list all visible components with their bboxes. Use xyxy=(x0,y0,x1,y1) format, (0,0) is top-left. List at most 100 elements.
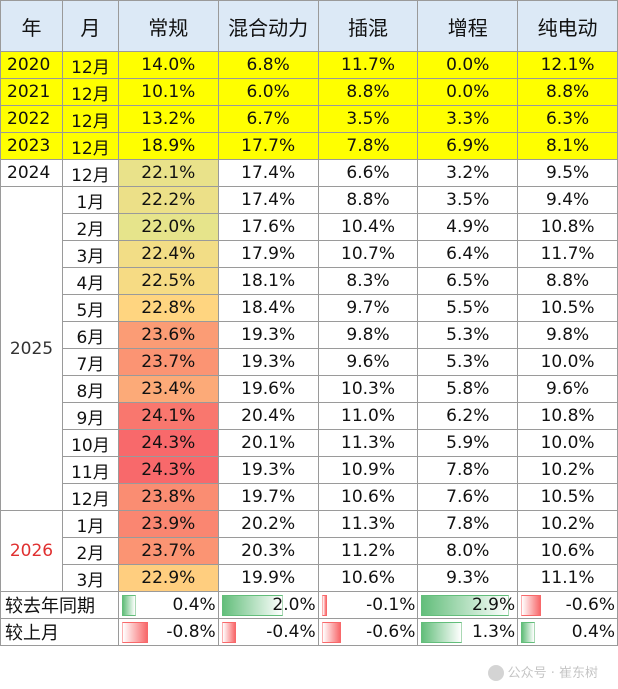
year-cell-2025: 2025 xyxy=(0,186,63,511)
month-cell: 12月 xyxy=(61,132,119,160)
table-row: 12月 23.8% 19.7% 10.6% 7.6% 10.5% xyxy=(1,483,618,511)
month-cell: 8月 xyxy=(61,375,119,403)
comparison-value: -0.8% xyxy=(166,622,216,642)
data-bar-container: 0.4% xyxy=(119,593,217,618)
hybrid-cell: 20.3% xyxy=(217,537,319,565)
comparison-cell: 2.9% xyxy=(417,591,519,619)
data-bar-container: -0.6% xyxy=(319,620,417,645)
erev-cell: 7.8% xyxy=(417,456,519,484)
comparison-value: -0.4% xyxy=(266,622,316,642)
hybrid-cell: 19.3% xyxy=(217,321,319,349)
comparison-row: 较去年同期 0.4% 2.0% -0.1% 2.9% -0.6% xyxy=(0,591,618,619)
table-row: 2025 1月 22.2% 17.4% 8.8% 3.5% 9.4% xyxy=(0,186,618,511)
hybrid-cell: 18.1% xyxy=(217,267,319,295)
hybrid-cell: 17.4% xyxy=(217,186,319,214)
table-row: 2021 12月 10.1% 6.0% 8.8% 0.0% 8.8% xyxy=(0,78,618,106)
comparison-cell: 0.4% xyxy=(517,618,618,646)
month-cell: 12月 xyxy=(61,51,119,79)
bev-cell: 10.2% xyxy=(517,510,618,538)
bev-cell: 10.8% xyxy=(517,402,618,430)
month-cell: 7月 xyxy=(61,348,119,376)
hybrid-cell: 20.4% xyxy=(217,402,319,430)
table-row: 2026 1月 23.9% 20.2% 11.3% 7.8% 10.2% xyxy=(0,510,618,592)
month-cell: 2月 xyxy=(61,537,119,565)
negative-data-bar xyxy=(321,621,342,643)
positive-data-bar xyxy=(121,594,136,616)
conventional-cell: 23.8% xyxy=(117,483,219,511)
erev-cell: 3.3% xyxy=(417,105,519,133)
erev-cell: 5.9% xyxy=(417,429,519,457)
table-row: 9月 24.1% 20.4% 11.0% 6.2% 10.8% xyxy=(1,402,618,430)
hybrid-cell: 19.3% xyxy=(217,456,319,484)
phev-cell: 10.3% xyxy=(317,375,419,403)
conventional-cell: 24.1% xyxy=(117,402,219,430)
table-row: 2024 12月 22.1% 17.4% 6.6% 3.2% 9.5% xyxy=(0,159,618,187)
bev-cell: 8.1% xyxy=(517,132,618,160)
month-cell: 11月 xyxy=(61,456,119,484)
year-cell: 2020 xyxy=(0,51,63,79)
month-cell: 9月 xyxy=(61,402,119,430)
erev-cell: 7.8% xyxy=(417,510,519,538)
bev-cell: 10.2% xyxy=(517,456,618,484)
data-bar-container: -0.8% xyxy=(119,620,217,645)
bev-cell: 9.4% xyxy=(517,186,618,214)
comparison-value: -0.1% xyxy=(366,595,416,615)
erev-cell: 8.0% xyxy=(417,537,519,565)
table-row: 2月 23.7% 20.3% 11.2% 8.0% 10.6% xyxy=(1,537,618,565)
hybrid-cell: 17.4% xyxy=(217,159,319,187)
erev-cell: 7.6% xyxy=(417,483,519,511)
comparison-cell: -0.6% xyxy=(517,591,618,619)
comparison-value: -0.6% xyxy=(565,595,615,615)
erev-cell: 5.3% xyxy=(417,321,519,349)
table-row: 5月 22.8% 18.4% 9.7% 5.5% 10.5% xyxy=(1,294,618,322)
erev-cell: 6.4% xyxy=(417,240,519,268)
bev-cell: 10.0% xyxy=(517,348,618,376)
phev-cell: 10.4% xyxy=(317,213,419,241)
month-cell: 12月 xyxy=(61,483,119,511)
comparison-value: 0.4% xyxy=(571,622,615,642)
table-row: 6月 23.6% 19.3% 9.8% 5.3% 9.8% xyxy=(1,321,618,349)
bev-cell: 8.8% xyxy=(517,267,618,295)
phev-cell: 9.6% xyxy=(317,348,419,376)
month-cell: 6月 xyxy=(61,321,119,349)
table-row: 3月 22.9% 19.9% 10.6% 9.3% 11.1% xyxy=(1,564,618,592)
comparison-cell: 1.3% xyxy=(417,618,519,646)
erev-cell: 4.9% xyxy=(417,213,519,241)
table-row: 4月 22.5% 18.1% 8.3% 6.5% 8.8% xyxy=(1,267,618,295)
erev-cell: 5.8% xyxy=(417,375,519,403)
year-cell: 2023 xyxy=(0,132,63,160)
month-cell: 12月 xyxy=(61,159,119,187)
year-cell-2026: 2026 xyxy=(0,510,63,592)
phev-cell: 11.3% xyxy=(317,510,419,538)
bev-cell: 11.1% xyxy=(517,564,618,592)
data-bar-container: -0.6% xyxy=(519,593,617,618)
conventional-cell: 24.3% xyxy=(117,456,219,484)
positive-data-bar xyxy=(421,594,510,616)
header-conventional: 常规 xyxy=(117,0,219,52)
conventional-cell: 22.0% xyxy=(117,213,219,241)
month-cell: 4月 xyxy=(61,267,119,295)
comparison-label: 较上月 xyxy=(0,618,119,646)
phev-cell: 10.9% xyxy=(317,456,419,484)
erev-cell: 6.9% xyxy=(417,132,519,160)
bev-cell: 8.8% xyxy=(517,78,618,106)
erev-cell: 9.3% xyxy=(417,564,519,592)
conventional-cell: 22.9% xyxy=(117,564,219,592)
phev-cell: 11.2% xyxy=(317,537,419,565)
bev-cell: 10.5% xyxy=(517,483,618,511)
phev-cell: 9.8% xyxy=(317,321,419,349)
data-bar-container: 1.3% xyxy=(419,620,517,645)
comparison-value: 0.4% xyxy=(172,595,216,615)
phev-cell: 8.8% xyxy=(317,78,419,106)
conventional-cell: 23.4% xyxy=(117,375,219,403)
wechat-icon xyxy=(487,665,504,681)
conventional-cell: 22.1% xyxy=(117,159,219,187)
comparison-cell: -0.4% xyxy=(217,618,319,646)
conventional-cell: 18.9% xyxy=(117,132,219,160)
data-bar-container: -0.4% xyxy=(219,620,317,645)
phev-cell: 11.7% xyxy=(317,51,419,79)
data-bar-container: 0.4% xyxy=(519,620,617,645)
conventional-cell: 23.7% xyxy=(117,348,219,376)
erev-cell: 5.3% xyxy=(417,348,519,376)
phev-cell: 8.8% xyxy=(317,186,419,214)
